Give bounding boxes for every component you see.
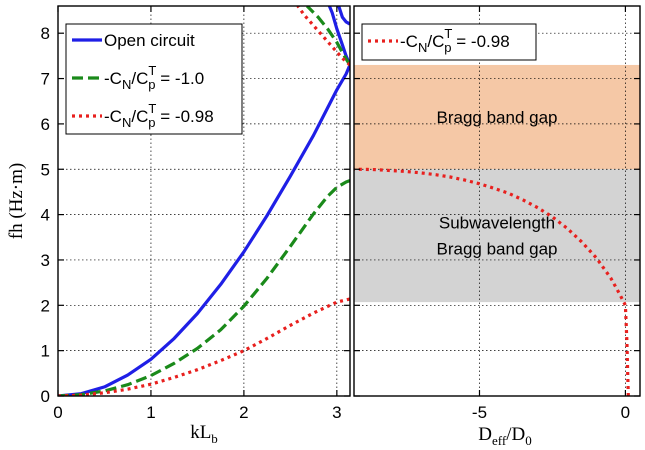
left-x-tick-label: 1 (146, 403, 155, 422)
cn_0_98-curve (296, 6, 350, 67)
open_circuit-curve (337, 6, 350, 26)
left-y-tick-label: 6 (41, 115, 50, 134)
left-legend-label-open_circuit: Open circuit (104, 31, 195, 50)
left-series-layer (58, 6, 350, 396)
band-gap-label: Bragg band gap (437, 108, 558, 127)
left-x-axis-label: kLb (190, 422, 218, 446)
left-y-tick-label: 1 (41, 342, 50, 361)
left-chart: 0 1 2 3 0 1 2 3 4 5 6 7 8 Open circuit -CN/CT p = -1.0… (6, 5, 351, 446)
left-ticks: 0 1 2 3 0 1 2 3 4 5 6 7 8 (41, 6, 350, 422)
right-x-tick-label: -5 (472, 403, 487, 422)
open_circuit-curve (58, 64, 350, 396)
cn_1_0-curve (305, 6, 350, 66)
band-gap-label: Bragg band gap (437, 240, 558, 259)
right-x-axis-label: Deff/D0 (478, 424, 531, 448)
right-legend: -CN/CT p = -0.98 (361, 23, 537, 61)
left-y-tick-label: 2 (41, 296, 50, 315)
left-y-tick-label: 4 (41, 206, 50, 225)
right-x-tick-label: 0 (621, 403, 630, 422)
right-legend-label-cn_0_98: -CN/CT p = -0.98 (400, 26, 510, 55)
left-legend-label-cn_1_0: -CN/CT p = -1.0 (104, 63, 204, 92)
right-plot-frame (353, 5, 641, 397)
left-x-tick-label: 2 (239, 403, 248, 422)
left-legend-label-cn_0_98: -CN/CT p = -0.98 (104, 101, 214, 130)
cn_0_98-curve (58, 297, 350, 396)
band-gap-label: Subwavelength (439, 214, 555, 233)
left-y-tick-label: 8 (41, 24, 50, 43)
left-x-tick-label: 0 (53, 403, 62, 422)
left-legend: Open circuit -CN/CT p = -1.0 -CN/CT p = -0.9… (65, 23, 243, 135)
left-y-tick-label: 7 (41, 70, 50, 89)
cn_1_0-curve (58, 179, 350, 396)
left-x-tick-label: 3 (332, 403, 341, 422)
left-y-tick-label: 3 (41, 251, 50, 270)
left-y-tick-label: 5 (41, 160, 50, 179)
left-plot-frame (57, 5, 351, 397)
right-chart: Bragg band gap Subwavelength Bragg band ga… (353, 5, 641, 448)
band-gap-region-0 (354, 64, 640, 170)
right-ticks: -5 0 (354, 6, 640, 422)
left-y-tick-label: 0 (41, 387, 50, 406)
y-axis-label: fh (Hz·m) (6, 163, 27, 240)
band-gap-region-1 (354, 169, 640, 303)
right-band-gaps: Bragg band gap Subwavelength Bragg band ga… (354, 64, 640, 303)
